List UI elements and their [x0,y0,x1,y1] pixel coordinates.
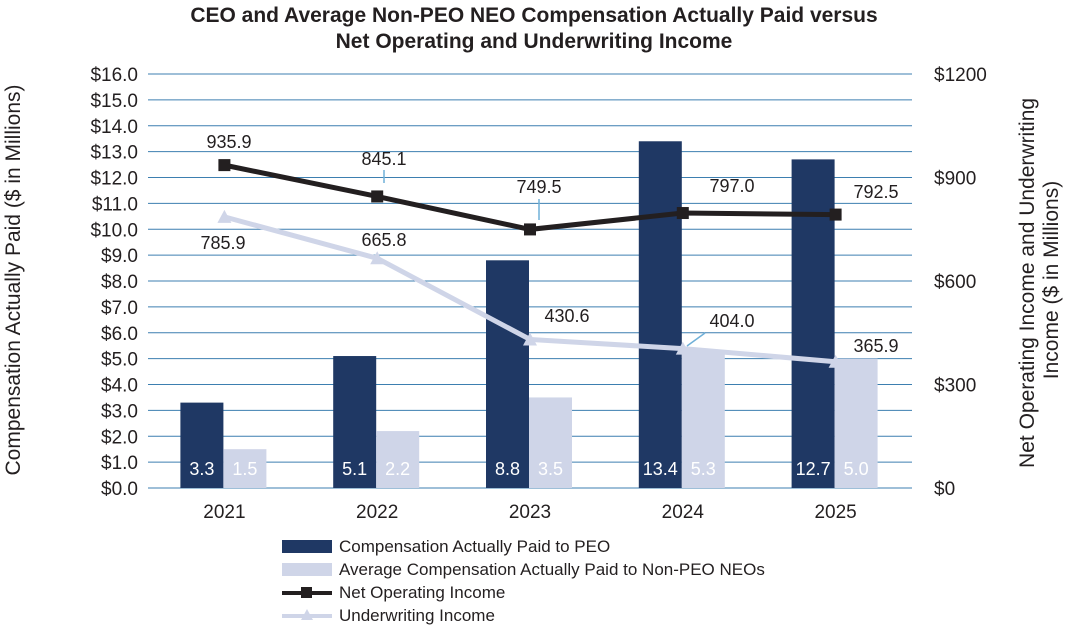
bar-neo [681,350,725,488]
bar-neo [223,449,267,488]
bar-peo [486,260,529,488]
right-axis-ticks: $0 $300 $600 $900 $1200 [934,65,987,500]
label-underwriting-income: 665.8 [361,230,406,250]
marker-net-operating-income [676,207,689,220]
label-leader-line [686,332,706,347]
legend-item-peo: Compensation Actually Paid to PEO [282,536,882,559]
chart-title-line-2: Net Operating and Underwriting Income [335,30,733,53]
legend-swatch-peo [282,540,332,553]
label-underwriting-income: 404.0 [709,311,754,331]
left-axis-ticks: $0.0 $1.0 $2.0 $3.0 $4.0 $5.0 $6.0 $7.0 $8.0 $9.0… [90,65,138,500]
y-left-tick-label: $13.0 [90,143,138,164]
marker-underwriting-income [217,209,232,223]
bar-peo [791,159,835,488]
y-left-tick-label: $16.0 [90,65,138,86]
bar-label-peo: 13.4 [643,459,678,479]
x-tick-label: 2025 [814,502,856,523]
bar-label-neo: 5.3 [691,459,716,479]
marker-net-operating-income [829,208,842,221]
label-net-operating-income: 792.5 [853,182,898,202]
bar-peo [638,141,682,488]
bar-peo [333,356,377,488]
y-left-tick-label: $6.0 [101,324,138,345]
legend: Compensation Actually Paid to PEO Averag… [282,536,882,628]
label-underwriting-income: 365.9 [853,336,898,356]
y-left-tick-label: $12.0 [90,169,138,190]
marker-net-operating-income [524,223,536,236]
x-axis-ticks: 2021 2022 2023 2024 2025 [203,502,856,523]
label-underwriting-income: 785.9 [200,233,245,253]
marker-net-operating-income [371,190,384,203]
y-right-tick-label: $900 [934,169,976,190]
y-axis-right-title-line-2: Income ($ in Millions) [1040,181,1063,379]
legend-square-marker [301,587,312,598]
y-left-tick-label: $4.0 [101,376,138,397]
y-right-tick-label: $0 [934,479,955,500]
y-left-tick-label: $7.0 [101,298,138,319]
y-left-tick-label: $10.0 [90,220,138,241]
bar-label-neo: 2.2 [385,459,410,479]
bar-label-peo: 3.3 [189,459,214,479]
y-left-tick-label: $8.0 [101,272,138,293]
legend-label-underwriting-income: Underwriting Income [339,606,495,625]
y-axis-right-title: Net Operating Income and Underwriting In… [1016,92,1063,468]
bar-label-neo: 3.5 [538,459,563,479]
chart-title-line-1: CEO and Average Non-PEO NEO Compensation… [190,4,878,27]
label-net-operating-income: 749.5 [516,177,561,197]
y-left-tick-label: $3.0 [101,401,138,422]
legend-label-neo: Average Compensation Actually Paid to No… [339,560,765,579]
y-left-tick-label: $0.0 [101,479,138,500]
legend-swatch-neo [282,563,332,576]
legend-item-underwriting-income: Underwriting Income [282,605,882,628]
x-tick-label: 2024 [662,502,705,523]
label-net-operating-income: 845.1 [361,149,406,169]
y-left-tick-label: $14.0 [90,117,138,138]
marker-underwriting-income [523,332,537,346]
marker-underwriting-income [828,354,843,368]
y-left-tick-label: $9.0 [101,246,138,267]
x-tick-label: 2022 [356,502,398,523]
y-right-tick-label: $600 [934,272,976,293]
bar-label-peo: 12.7 [796,459,831,479]
legend-item-net-operating-income: Net Operating Income [282,582,882,605]
y-axis-right-title-line-1: Net Operating Income and Underwriting [1016,98,1039,468]
lines: 935.9 845.1 749.5 797.0 792.5 785.9 665.8 430.6… [200,132,899,368]
legend-label-net-operating-income: Net Operating Income [339,583,506,602]
line-net-operating-income [223,162,836,232]
chart-title: CEO and Average Non-PEO NEO Compensation… [0,3,1068,55]
y-left-tick-label: $11.0 [92,194,138,215]
y-left-tick-label: $5.0 [101,350,138,371]
x-tick-label: 2021 [203,502,245,523]
marker-net-operating-income [218,159,231,172]
y-right-tick-label: $1200 [934,65,987,86]
bar-label-peo: 5.1 [342,459,367,479]
legend-triangle-marker [301,609,313,620]
marker-underwriting-income [370,251,385,265]
bar-neo [529,397,572,488]
label-net-operating-income: 797.0 [709,176,754,196]
y-left-tick-label: $2.0 [101,427,138,448]
bar-peo [180,402,224,488]
legend-item-neo: Average Compensation Actually Paid to No… [282,559,882,582]
y-right-tick-label: $300 [934,376,976,397]
bar-neo [834,358,878,488]
label-underwriting-income: 430.6 [544,306,589,326]
legend-label-peo: Compensation Actually Paid to PEO [339,537,611,556]
bar-label-peo: 8.8 [495,459,520,479]
marker-underwriting-income [675,341,690,355]
bar-label-neo: 1.5 [232,459,257,479]
x-tick-label: 2023 [509,502,551,523]
y-left-tick-label: $15.0 [90,91,138,112]
bar-neo [376,431,420,488]
y-axis-left-title: Compensation Actually Paid ($ in Million… [2,84,25,475]
y-left-tick-label: $1.0 [101,453,138,474]
label-net-operating-income: 935.9 [206,132,251,152]
bar-label-neo: 5.0 [844,459,869,479]
